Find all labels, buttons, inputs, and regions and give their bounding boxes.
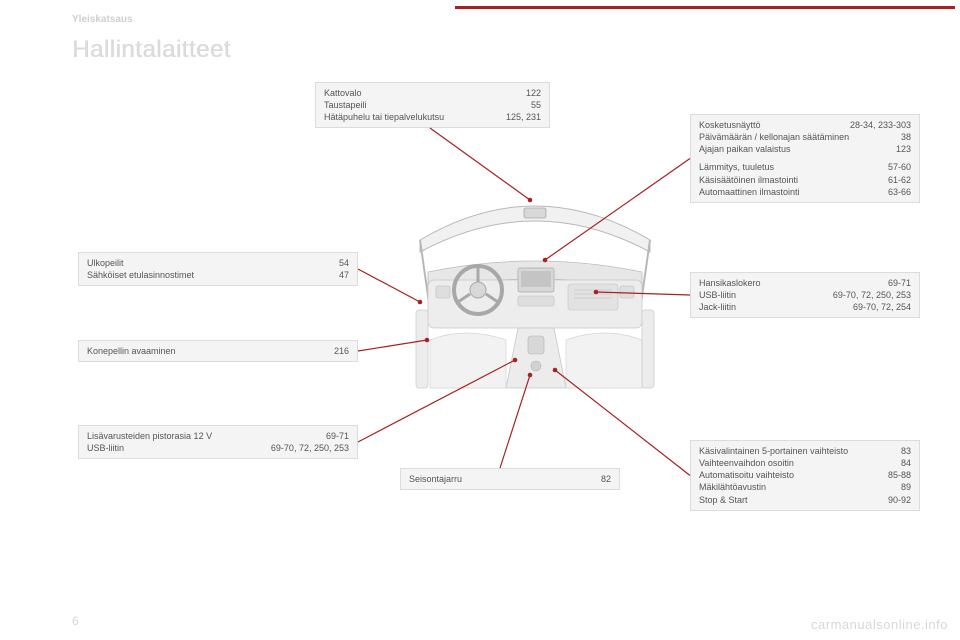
- callout-row: Käsisäätöinen ilmastointi 61-62: [699, 174, 911, 186]
- callout-label: USB-liitin: [699, 289, 736, 301]
- callout-label: Hansikaslokero: [699, 277, 761, 289]
- callout-label: Sähköiset etulasinnostimet: [87, 269, 194, 281]
- callout-value: 89: [901, 481, 911, 493]
- callout-bottom: Seisontajarru 82: [400, 468, 620, 490]
- callout-row: Lisävarusteiden pistorasia 12 V 69-71: [87, 430, 349, 442]
- callout-leftMid: Konepellin avaaminen 216: [78, 340, 358, 362]
- callout-value: 90-92: [888, 494, 911, 506]
- callout-value: 123: [896, 143, 911, 155]
- callout-row: USB-liitin 69-70, 72, 250, 253: [699, 289, 911, 301]
- callout-row: Automaattinen ilmastointi 63-66: [699, 186, 911, 198]
- callout-value: 63-66: [888, 186, 911, 198]
- callout-label: Vaihteenvaihdon osoitin: [699, 457, 794, 469]
- callout-value: 216: [334, 345, 349, 357]
- callout-value: 69-70, 72, 254: [853, 301, 911, 313]
- callout-row: Lämmitys, tuuletus 57-60: [699, 161, 911, 173]
- callout-label: Taustapeili: [324, 99, 367, 111]
- callout-label: Konepellin avaaminen: [87, 345, 176, 357]
- callout-value: 38: [901, 131, 911, 143]
- callout-rightMid: Hansikaslokero 69-71 USB-liitin 69-70, 72, …: [690, 272, 920, 318]
- callout-value: 85-88: [888, 469, 911, 481]
- callout-value: 83: [901, 445, 911, 457]
- callout-label: Kattovalo: [324, 87, 362, 99]
- callout-label: Lämmitys, tuuletus: [699, 161, 774, 173]
- callout-value: 122: [526, 87, 541, 99]
- callout-value: 47: [339, 269, 349, 281]
- callout-row: Mäkilähtöavustin 89: [699, 481, 911, 493]
- callout-value: 82: [601, 473, 611, 485]
- callout-label: Stop & Start: [699, 494, 748, 506]
- callout-label: Seisontajarru: [409, 473, 462, 485]
- callout-label: Käsivalintainen 5-portainen vaihteisto: [699, 445, 848, 457]
- callout-value: 84: [901, 457, 911, 469]
- callout-label: Päivämäärän / kellonajan säätäminen: [699, 131, 849, 143]
- callout-value: 54: [339, 257, 349, 269]
- callout-label: Automaattinen ilmastointi: [699, 186, 800, 198]
- watermark: carmanualsonline.info: [811, 617, 948, 632]
- callout-row: Stop & Start 90-92: [699, 494, 911, 506]
- header-accent-bar: [455, 6, 955, 9]
- callout-label: Lisävarusteiden pistorasia 12 V: [87, 430, 212, 442]
- callout-row: Konepellin avaaminen 216: [87, 345, 349, 357]
- callout-label: Ulkopeilit: [87, 257, 124, 269]
- callout-label: Hätäpuhelu tai tiepalvelukutsu: [324, 111, 444, 123]
- callout-label: Jack-liitin: [699, 301, 736, 313]
- callout-row: Vaihteenvaihdon osoitin 84: [699, 457, 911, 469]
- callout-value: 69-70, 72, 250, 253: [271, 442, 349, 454]
- callout-value: 69-71: [888, 277, 911, 289]
- callout-row: Seisontajarru 82: [409, 473, 611, 485]
- callout-leftLower: Lisävarusteiden pistorasia 12 V69-71USB-…: [78, 425, 358, 459]
- callout-row: Ulkopeilit 54: [87, 257, 349, 269]
- callout-label: Kosketusnäyttö: [699, 119, 761, 131]
- callout-label: USB-liitin: [87, 442, 124, 454]
- page-number: 6: [72, 614, 79, 628]
- callout-value: 125, 231: [506, 111, 541, 123]
- callout-rightUpper: Kosketusnäyttö 28-34, 233-303Päivämäärän …: [690, 114, 920, 203]
- callout-row: Kattovalo 122: [324, 87, 541, 99]
- dashboard-diagram: [410, 180, 660, 400]
- callout-label: Käsisäätöinen ilmastointi: [699, 174, 798, 186]
- callout-label: Automatisoitu vaihteisto: [699, 469, 794, 481]
- callout-value: 55: [531, 99, 541, 111]
- page-title: Hallintalaitteet: [72, 36, 231, 64]
- callout-value: 69-70, 72, 250, 253: [833, 289, 911, 301]
- callout-row: Sähköiset etulasinnostimet 47: [87, 269, 349, 281]
- callout-label: Mäkilähtöavustin: [699, 481, 766, 493]
- callout-value: 28-34, 233-303: [850, 119, 911, 131]
- callout-row: Ajajan paikan valaistus 123: [699, 143, 911, 155]
- callout-row: Hansikaslokero 69-71: [699, 277, 911, 289]
- callout-row: USB-liitin 69-70, 72, 250, 253: [87, 442, 349, 454]
- callout-value: 57-60: [888, 161, 911, 173]
- callout-value: 61-62: [888, 174, 911, 186]
- callout-row: Käsivalintainen 5-portainen vaihteisto 83: [699, 445, 911, 457]
- callout-row: Jack-liitin 69-70, 72, 254: [699, 301, 911, 313]
- callout-label: Ajajan paikan valaistus: [699, 143, 791, 155]
- callout-row: Päivämäärän / kellonajan säätäminen 38: [699, 131, 911, 143]
- callout-row: Taustapeili 55: [324, 99, 541, 111]
- callout-value: 69-71: [326, 430, 349, 442]
- callout-row: Automatisoitu vaihteisto 85-88: [699, 469, 911, 481]
- callout-row: Hätäpuhelu tai tiepalvelukutsu 125, 231: [324, 111, 541, 123]
- section-label: Yleiskatsaus: [72, 14, 133, 25]
- callout-leftUpper: Ulkopeilit 54 Sähköiset etulasinnostimet 47: [78, 252, 358, 286]
- callout-top: Kattovalo122Taustapeili55Hätäpuhelu tai …: [315, 82, 550, 128]
- callout-rightLower: Käsivalintainen 5-portainen vaihteisto 83…: [690, 440, 920, 511]
- callout-row: Kosketusnäyttö 28-34, 233-303: [699, 119, 911, 131]
